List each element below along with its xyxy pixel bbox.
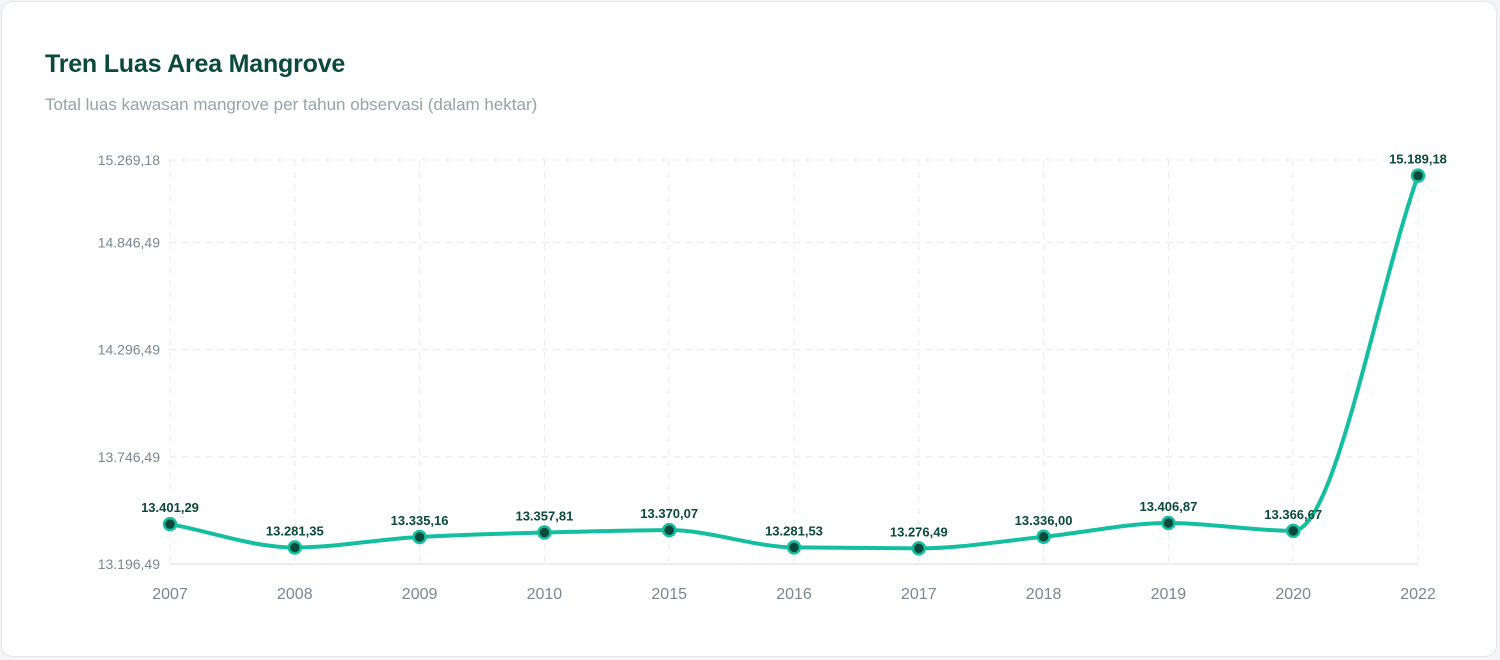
x-tick-label: 2017 [901,586,937,603]
data-label: 13.370,07 [640,506,698,521]
y-tick-label: 13.196,49 [98,556,160,572]
data-label: 13.401,29 [141,500,199,515]
x-tick-label: 2019 [1151,586,1187,603]
data-label: 13.276,49 [890,524,948,539]
x-tick-label: 2022 [1400,586,1436,603]
data-point[interactable] [1036,529,1051,545]
data-point[interactable] [287,540,303,555]
data-label: 15.189,18 [1389,152,1447,167]
data-label: 13.281,53 [765,523,823,538]
x-axis: 2007 2008 2009 2010 2015 2016 2017 2018 2019 2020… [152,586,1436,603]
y-axis: 13.196,49 13.746,49 14.296,49 14.846,49 15.2… [98,152,160,572]
x-tick-label: 2016 [776,586,812,603]
x-tick-label: 2018 [1026,586,1062,603]
data-point[interactable] [412,529,427,545]
data-point[interactable] [537,525,552,540]
y-tick-label: 15.269,18 [98,152,160,168]
data-label: 13.357,81 [515,509,573,524]
x-tick-label: 2010 [527,586,563,603]
series-line [168,173,1420,551]
data-point[interactable] [1285,523,1301,539]
x-tick-label: 2008 [277,586,313,603]
y-tick-label: 14.846,49 [98,234,160,250]
data-point[interactable] [1410,168,1426,183]
chart-title: Tren Luas Area Mangrove [45,50,346,78]
data-label: 13.406,87 [1139,499,1197,514]
grid-lines [169,159,1419,565]
data-point[interactable] [162,516,178,532]
data-point[interactable] [786,540,802,555]
y-tick-label: 14.296,49 [98,342,160,358]
chart-subtitle: Total luas kawasan mangrove per tahun ob… [45,95,538,114]
data-points [162,168,1426,556]
data-labels: 13.401,29 13.281,35 13.335,16 13.357,81 13.3… [141,152,1447,540]
x-tick-label: 2007 [152,586,188,603]
data-label: 13.335,16 [391,513,449,528]
data-point[interactable] [1161,515,1176,531]
data-label: 13.366,67 [1264,507,1322,522]
data-point[interactable] [661,522,677,538]
x-tick-label: 2020 [1275,586,1311,603]
data-point[interactable] [911,541,927,556]
y-tick-label: 13.746,49 [98,449,160,465]
x-tick-label: 2009 [402,586,438,603]
data-label: 13.336,00 [1015,513,1073,528]
data-label: 13.281,35 [266,523,324,538]
x-tick-label: 2015 [651,586,687,603]
